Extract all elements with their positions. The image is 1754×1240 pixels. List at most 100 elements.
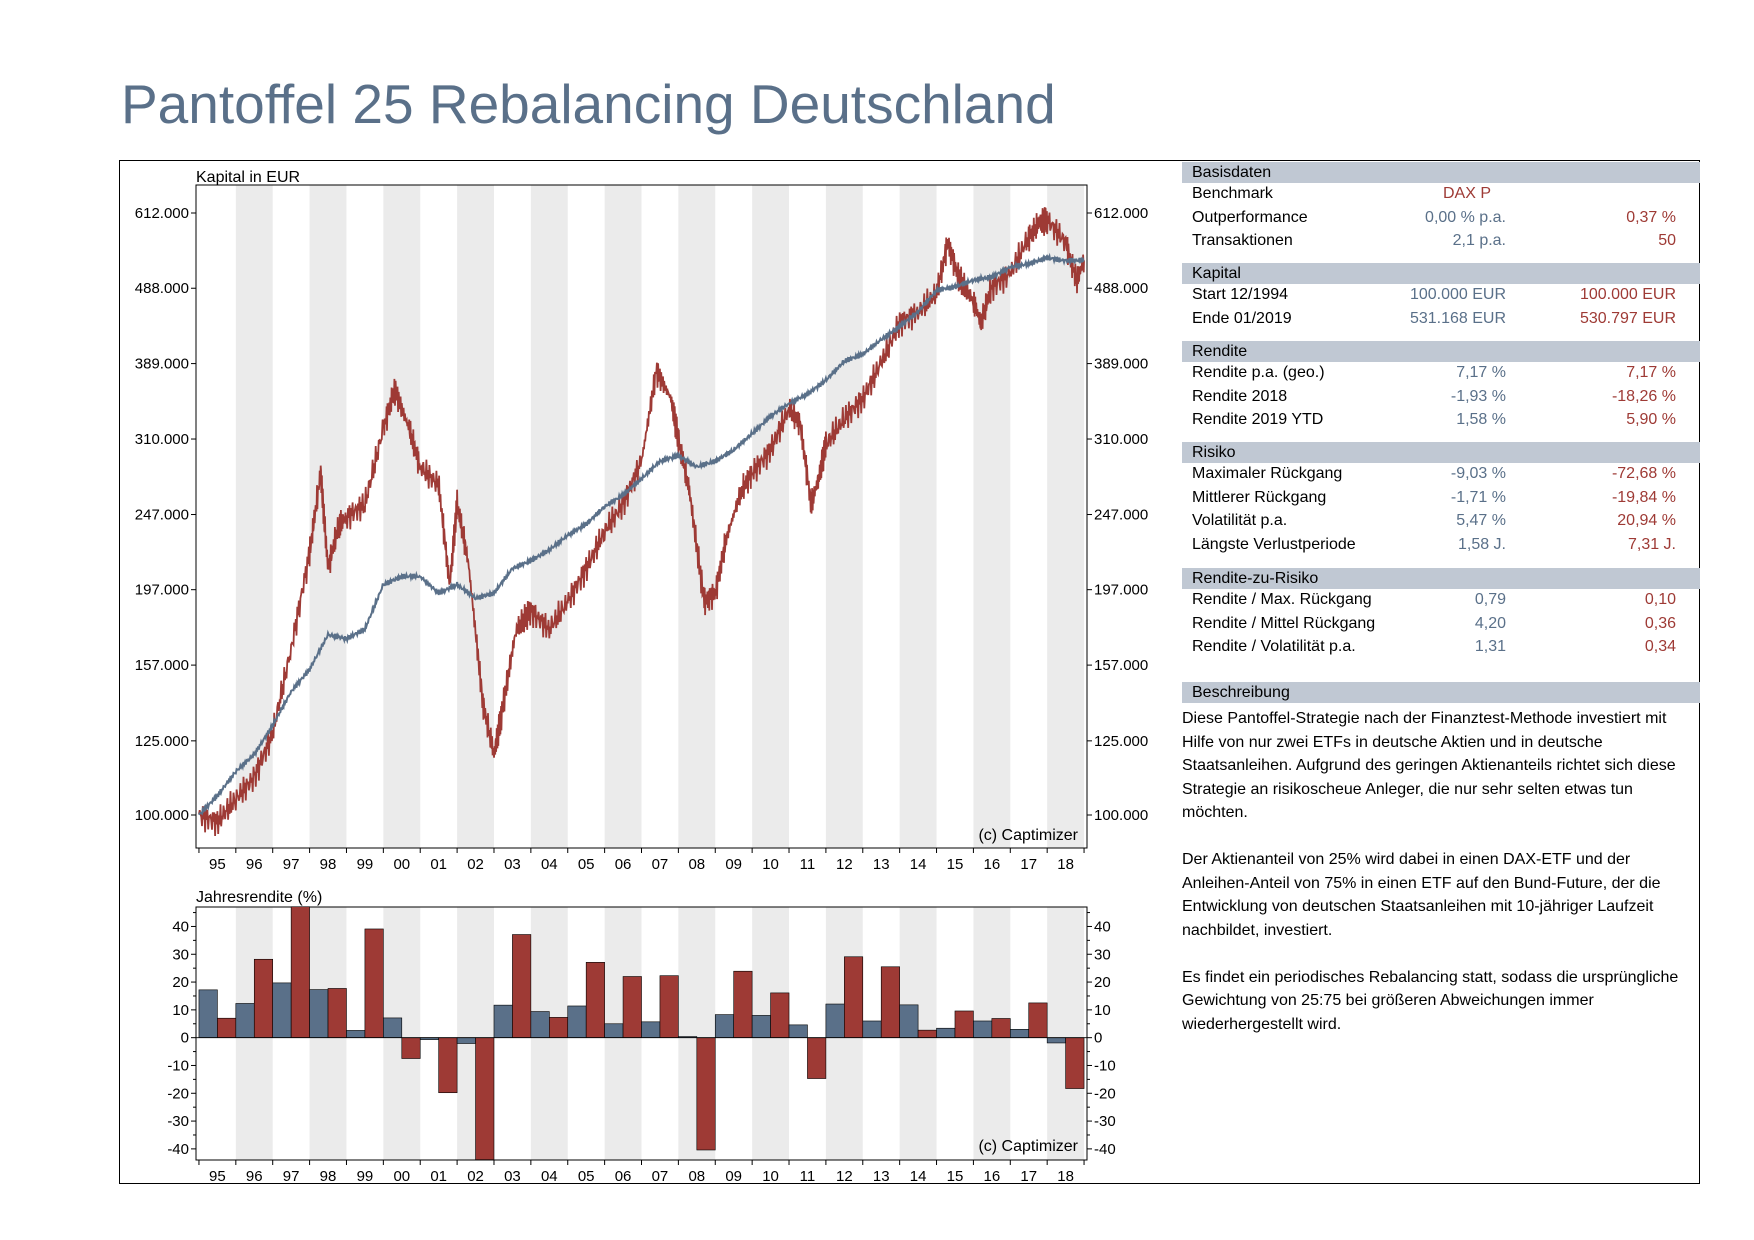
y-tick-label: -20 <box>1094 1085 1116 1102</box>
y-tick-label: -30 <box>1094 1113 1116 1130</box>
row-label: Start 12/1994 <box>1192 286 1289 303</box>
benchmark-bar <box>1028 1002 1048 1038</box>
y-tick-label: 0 <box>181 1030 189 1047</box>
portfolio-bar <box>1046 1037 1066 1044</box>
row-label: Rendite / Volatilität p.a. <box>1192 638 1356 655</box>
y-tick-label: 100.000 <box>1094 807 1148 824</box>
portfolio-bar <box>788 1024 808 1038</box>
description-paragraph: Es findet ein periodisches Rebalancing s… <box>1182 968 1679 1033</box>
portfolio-bar <box>235 1003 255 1038</box>
benchmark-value: 0,36 <box>1644 614 1676 632</box>
x-tick-label: 01 <box>430 856 447 873</box>
y-tick-label: 40 <box>1094 918 1111 935</box>
benchmark-bar <box>253 958 274 1038</box>
benchmark-value: 0,10 <box>1644 591 1676 608</box>
benchmark-value: 100.000 EUR <box>1579 286 1676 303</box>
benchmark-bar <box>217 1017 237 1038</box>
section-header: Rendite-zu-Risiko <box>1182 568 1700 589</box>
portfolio-bar <box>1009 1029 1030 1038</box>
x-tick-label: 02 <box>467 1168 484 1185</box>
y-tick-label: 389.000 <box>1094 356 1148 373</box>
benchmark-bar <box>696 1037 716 1151</box>
benchmark-bar <box>475 1037 495 1161</box>
portfolio-bar <box>456 1037 476 1044</box>
x-tick-label: 18 <box>1057 856 1074 873</box>
portfolio-bar <box>567 1005 587 1038</box>
portfolio-value: 7,17 % <box>1456 364 1506 381</box>
portfolio-bar <box>862 1020 882 1038</box>
y-tick-label: 100.000 <box>135 807 189 824</box>
row-label: Volatilität p.a. <box>1192 512 1288 529</box>
x-tick-label: 03 <box>504 1168 521 1185</box>
y-tick-label: -20 <box>167 1085 189 1102</box>
benchmark-bar <box>954 1010 974 1038</box>
row-label: Rendite 2019 YTD <box>1192 411 1324 428</box>
benchmark-bar <box>438 1037 458 1094</box>
section-header: Risiko <box>1182 442 1700 463</box>
benchmark-value: 0,34 <box>1644 638 1676 655</box>
table-row: Rendite / Max. Rückgang 0,79 0,10 <box>1182 588 1700 612</box>
year-band <box>604 185 642 848</box>
portfolio-value: 100.000 EUR <box>1409 286 1506 303</box>
portfolio-value: 0,00 % p.a. <box>1425 208 1506 226</box>
y-tick-label: 612.000 <box>1094 205 1148 222</box>
benchmark-bar <box>290 906 310 1038</box>
x-tick-label: 99 <box>357 856 374 873</box>
portfolio-value: 2,1 p.a. <box>1452 232 1506 249</box>
x-tick-label: 09 <box>725 1168 742 1185</box>
table-row: Rendite 2019 YTD 1,58 % 5,90 % <box>1182 408 1700 432</box>
portfolio-bar <box>530 1011 550 1038</box>
x-tick-label: 05 <box>578 856 595 873</box>
x-tick-label: 17 <box>1020 856 1037 873</box>
y-tick-label: 389.000 <box>135 356 189 373</box>
portfolio-bar <box>751 1015 771 1038</box>
table-row: Volatilität p.a. 5,47 % 20,94 % <box>1182 509 1700 533</box>
watermark: (c) Captimizer <box>978 1138 1078 1155</box>
table-row: Transaktionen 2,1 p.a. 50 <box>1182 229 1700 253</box>
benchmark-bar <box>917 1029 937 1038</box>
row-label: Outperformance <box>1192 208 1308 226</box>
benchmark-bar <box>807 1037 827 1079</box>
benchmark-bar <box>585 962 605 1038</box>
portfolio-value: -1,93 % <box>1450 387 1506 405</box>
benchmark-bar <box>844 956 864 1038</box>
benchmark-bar <box>364 928 384 1038</box>
portfolio-bar <box>973 1020 993 1038</box>
description-paragraph: Der Aktienanteil von 25% wird dabei in e… <box>1182 851 1661 939</box>
x-tick-label: 09 <box>725 856 742 873</box>
y-tick-label: 20 <box>172 974 189 991</box>
y-tick-label: 488.000 <box>1094 280 1148 297</box>
capital-chart: Kapital in EUR 100.000 100.000 125.000 125.0… <box>135 169 1148 873</box>
benchmark-bar <box>549 1017 569 1038</box>
benchmark-line <box>198 207 1085 837</box>
year-band <box>1047 907 1085 1160</box>
row-label: Benchmark <box>1192 185 1273 202</box>
year-band <box>752 185 790 848</box>
x-tick-label: 08 <box>688 1168 705 1185</box>
x-tick-label: 13 <box>873 856 890 873</box>
benchmark-bar <box>659 975 679 1038</box>
x-tick-label: 10 <box>762 856 779 873</box>
report-frame <box>119 160 1700 1184</box>
x-tick-label: 12 <box>836 856 853 873</box>
portfolio-bar <box>493 1004 513 1038</box>
x-tick-label: 01 <box>430 1168 447 1185</box>
portfolio-bar <box>825 1003 845 1038</box>
x-tick-label: 11 <box>800 1168 816 1185</box>
y-tick-label: 125.000 <box>135 733 189 750</box>
y-tick-label: 157.000 <box>135 657 189 674</box>
y-tick-label: 247.000 <box>135 507 189 524</box>
row-label: Rendite / Mittel Rückgang <box>1192 614 1376 632</box>
benchmark-value: -18,26 % <box>1611 387 1676 405</box>
table-row: Benchmark DAX P <box>1182 182 1700 206</box>
portfolio-line <box>198 252 1085 816</box>
y-tick-label: -10 <box>1094 1057 1116 1074</box>
x-tick-label: 98 <box>320 1168 337 1185</box>
description-paragraph: Diese Pantoffel-Strategie nach der Finan… <box>1182 710 1676 821</box>
benchmark-value: 50 <box>1658 232 1676 249</box>
y-axis-title: Kapital in EUR <box>196 169 300 186</box>
x-tick-label: 05 <box>578 1168 595 1185</box>
benchmark-value: 0,37 % <box>1626 208 1676 226</box>
row-value: DAX P <box>1443 185 1492 202</box>
